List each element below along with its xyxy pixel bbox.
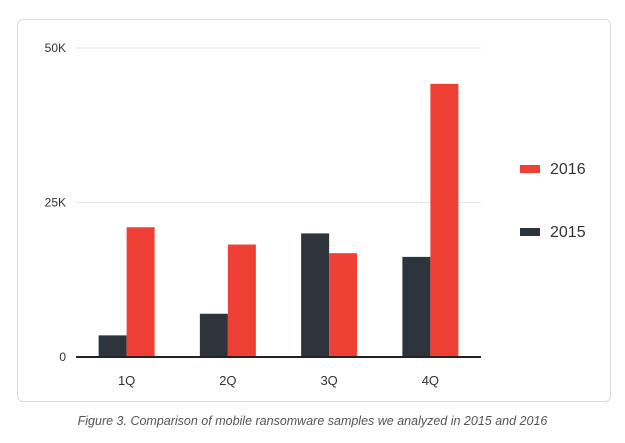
gridlines — [76, 47, 481, 203]
bar-2015-4Q — [402, 256, 431, 357]
figure-caption: Figure 3. Comparison of mobile ransomwar… — [77, 414, 548, 428]
legend-swatch-2016 — [520, 165, 540, 173]
bar-2015-3Q — [301, 233, 330, 357]
y-tick-label: 0 — [59, 350, 66, 364]
x-tick-label: 2Q — [219, 373, 236, 388]
bar-2015-1Q — [98, 335, 127, 357]
legend-label-2015: 2015 — [550, 224, 586, 241]
y-tick-label: 50K — [45, 41, 66, 55]
bar-2016-2Q — [227, 244, 256, 357]
bars — [98, 83, 459, 358]
x-tick-label: 4Q — [422, 373, 439, 388]
legend: 2016 2015 — [520, 161, 586, 241]
x-tick-label: 1Q — [118, 373, 135, 388]
bar-2016-1Q — [126, 227, 155, 357]
y-tick-label: 25K — [45, 196, 66, 210]
legend-swatch-2015 — [520, 228, 540, 236]
x-tick-label: 3Q — [320, 373, 337, 388]
bar-2016-4Q — [430, 83, 459, 358]
bar-chart: 0 25K 50K 1Q 2Q 3Q 4Q 2016 2015 — [45, 41, 586, 388]
bar-2015-2Q — [199, 313, 228, 357]
y-axis-ticks: 0 25K 50K — [45, 41, 67, 364]
bar-2016-3Q — [329, 253, 358, 357]
legend-label-2016: 2016 — [550, 161, 586, 178]
x-axis-ticks: 1Q 2Q 3Q 4Q — [118, 373, 439, 388]
